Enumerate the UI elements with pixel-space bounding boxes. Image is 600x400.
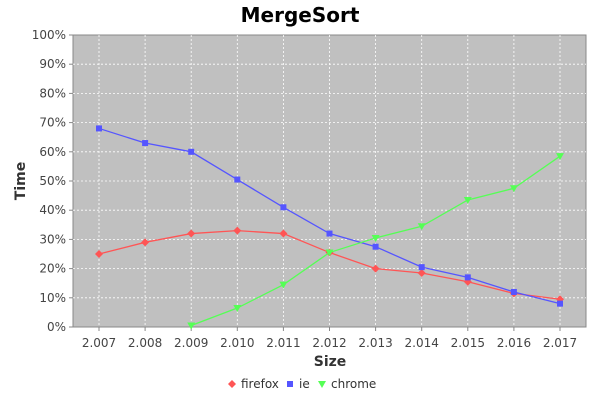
y-tick-label: 0%: [47, 320, 66, 334]
firefox-point: [233, 226, 242, 235]
legend-marker-chrome: [318, 381, 326, 388]
x-tick-label: 2.009: [174, 336, 208, 350]
y-tick-label: 80%: [39, 86, 66, 100]
ie-point: [464, 274, 471, 281]
chrome-point: [556, 153, 564, 161]
axes: 0% 10% 20% 30% 40% 50% 60% 70% 80% 90% 100% 2.007 2.…: [32, 28, 577, 350]
firefox-point: [141, 238, 150, 247]
firefox-point: [417, 268, 426, 277]
legend-label-chrome: chrome: [331, 377, 376, 391]
chrome-point: [417, 223, 426, 231]
ie-point: [234, 176, 241, 183]
ie-point: [510, 288, 517, 295]
chrome-point: [187, 322, 196, 330]
legend-item-ie: ie: [287, 377, 310, 391]
series-chrome: [187, 153, 564, 330]
ie-point: [326, 230, 333, 237]
x-tick-label: 2.010: [220, 336, 254, 350]
ie-point: [372, 243, 379, 250]
y-tick-label: 70%: [39, 116, 66, 130]
ie-point: [142, 140, 149, 147]
ie-point: [280, 204, 287, 211]
firefox-point: [187, 229, 196, 238]
x-tick-label: 2.008: [128, 336, 162, 350]
legend: firefox ie chrome: [228, 377, 376, 391]
grid-lines: [73, 35, 586, 327]
legend-item-chrome: chrome: [318, 377, 376, 391]
chart-title: MergeSort: [241, 3, 360, 27]
x-tick-label: 2.012: [312, 336, 346, 350]
y-tick-label: 20%: [39, 262, 66, 276]
legend-label-ie: ie: [299, 377, 310, 391]
chrome-point: [233, 305, 242, 313]
series-ie: [96, 125, 563, 307]
x-tick-label: 2.011: [266, 336, 300, 350]
chrome-point: [509, 185, 518, 193]
y-tick-label: 30%: [39, 232, 66, 246]
x-tick-label: 2.013: [358, 336, 392, 350]
x-tick-label: 2.016: [497, 336, 531, 350]
chrome-point: [463, 196, 472, 204]
x-axis-label: Size: [314, 354, 347, 370]
chrome-point: [325, 249, 334, 257]
legend-label-firefox: firefox: [241, 377, 279, 391]
ie-point: [418, 264, 425, 271]
legend-marker-firefox: [228, 380, 236, 388]
chrome-point: [279, 281, 288, 289]
firefox-point: [371, 264, 380, 273]
y-tick-label: 40%: [39, 203, 66, 217]
ie-point: [188, 148, 195, 155]
series-layer: [95, 125, 564, 330]
y-tick-label: 90%: [39, 57, 66, 71]
x-tick-label: 2.007: [82, 336, 116, 350]
y-tick-label: 60%: [39, 145, 66, 159]
ie-point: [96, 125, 102, 132]
firefox-point: [95, 250, 103, 258]
y-tick-label: 50%: [39, 174, 66, 188]
y-tick-label: 100%: [32, 28, 66, 42]
legend-marker-ie: [287, 381, 293, 387]
x-tick-label: 2.014: [405, 336, 439, 350]
y-axis-label: Time: [13, 162, 29, 200]
firefox-point: [279, 229, 288, 238]
x-tick-label: 2.017: [543, 336, 577, 350]
x-tick-label: 2.015: [451, 336, 485, 350]
chrome-point: [371, 234, 380, 242]
legend-item-firefox: firefox: [228, 377, 279, 391]
y-tick-label: 10%: [39, 291, 66, 305]
ie-point: [557, 300, 563, 307]
